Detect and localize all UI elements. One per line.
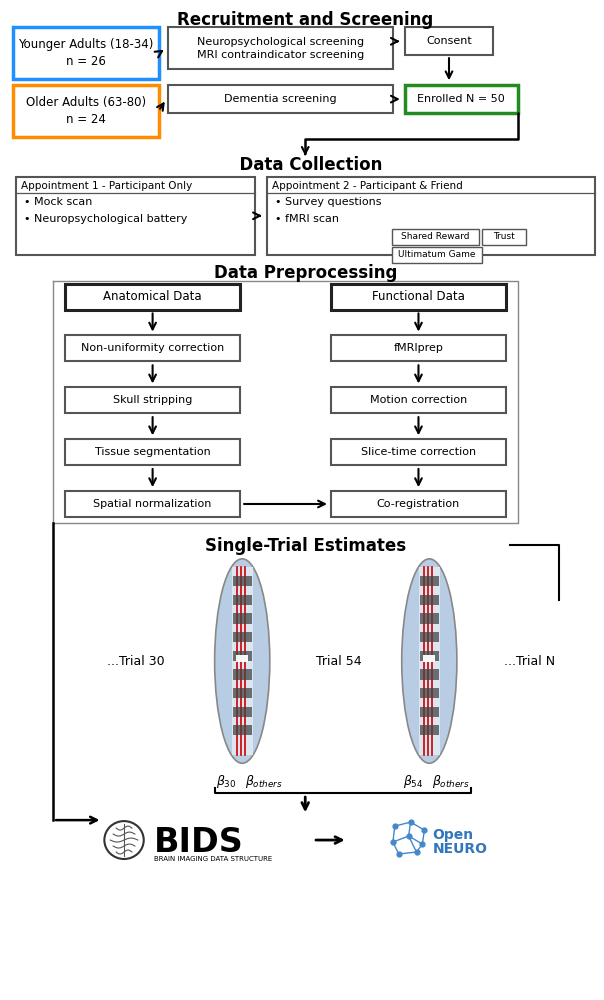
Text: ...Trial 30: ...Trial 30 [107,655,165,668]
Text: $\beta_{others}$: $\beta_{others}$ [245,773,283,790]
Bar [233,632,251,642]
Text: Dementia screening: Dementia screening [224,94,337,104]
Text: Shared Reward: Shared Reward [401,232,469,241]
Text: Neuropsychological screening
MRI contraindicator screening: Neuropsychological screening MRI contrai… [197,37,364,60]
Text: $\beta_{others}$: $\beta_{others}$ [432,773,470,790]
Text: Open: Open [432,828,474,842]
Text: Trial 54: Trial 54 [316,655,362,668]
Text: Data Collection: Data Collection [228,156,382,174]
Text: Consent: Consent [426,36,472,46]
Text: $\beta_{30}$: $\beta_{30}$ [216,773,237,790]
Text: • Mock scan
• Neuropsychological battery: • Mock scan • Neuropsychological battery [24,197,187,224]
Bar [423,655,435,662]
Bar [233,613,251,624]
FancyBboxPatch shape [405,27,493,55]
FancyBboxPatch shape [331,387,506,413]
FancyBboxPatch shape [65,284,240,310]
Text: Enrolled N = 50: Enrolled N = 50 [417,94,505,104]
Bar [420,725,439,735]
Bar [233,651,251,661]
Text: Data Preprocessing: Data Preprocessing [214,264,397,282]
Text: Functional Data: Functional Data [372,290,465,303]
Text: Single-Trial Estimates: Single-Trial Estimates [205,537,406,555]
Bar [420,669,439,680]
FancyBboxPatch shape [65,335,240,361]
FancyBboxPatch shape [331,491,506,517]
FancyBboxPatch shape [267,177,595,255]
Text: BIDS: BIDS [153,826,243,859]
Text: Appointment 2 - Participant & Friend: Appointment 2 - Participant & Friend [272,181,463,191]
Text: Motion correction: Motion correction [370,395,467,405]
FancyBboxPatch shape [13,27,158,79]
FancyBboxPatch shape [65,439,240,465]
FancyBboxPatch shape [16,177,255,255]
Text: Younger Adults (18-34)
n = 26: Younger Adults (18-34) n = 26 [18,38,153,68]
Text: Anatomical Data: Anatomical Data [103,290,202,303]
Bar [420,576,439,586]
Bar [233,669,251,680]
Text: Co-registration: Co-registration [377,499,460,509]
Text: BRAIN IMAGING DATA STRUCTURE: BRAIN IMAGING DATA STRUCTURE [153,856,272,862]
Bar [420,595,439,605]
Bar [233,688,251,698]
Text: Ultimatum Game: Ultimatum Game [399,250,476,259]
FancyBboxPatch shape [483,229,526,245]
FancyBboxPatch shape [331,439,506,465]
FancyBboxPatch shape [13,85,158,137]
Text: Slice-time correction: Slice-time correction [361,447,476,457]
FancyBboxPatch shape [65,491,240,517]
Bar [420,651,439,661]
Text: Spatial normalization: Spatial normalization [94,499,212,509]
Bar [420,632,439,642]
Bar [420,688,439,698]
FancyBboxPatch shape [169,27,393,69]
FancyBboxPatch shape [169,85,393,113]
Text: $\beta_{54}$: $\beta_{54}$ [403,773,424,790]
Ellipse shape [402,559,457,763]
Bar [419,567,440,755]
Text: NEURO: NEURO [432,842,487,856]
Bar [233,725,251,735]
FancyBboxPatch shape [65,387,240,413]
FancyBboxPatch shape [392,247,483,263]
Bar [236,655,248,662]
Text: ...Trial N: ...Trial N [504,655,555,668]
Text: Skull stripping: Skull stripping [113,395,192,405]
Text: Older Adults (63-80)
n = 24: Older Adults (63-80) n = 24 [25,96,146,126]
Text: Appointment 1 - Participant Only: Appointment 1 - Participant Only [21,181,192,191]
Bar [420,707,439,717]
Text: Recruitment and Screening: Recruitment and Screening [177,11,433,29]
Bar [420,613,439,624]
FancyBboxPatch shape [331,335,506,361]
Text: Tissue segmentation: Tissue segmentation [95,447,210,457]
Text: Trust: Trust [493,232,515,241]
FancyBboxPatch shape [331,284,506,310]
Ellipse shape [104,821,144,859]
Text: Non-uniformity correction: Non-uniformity correction [81,343,224,353]
Bar [233,595,251,605]
FancyBboxPatch shape [392,229,478,245]
FancyBboxPatch shape [405,85,518,113]
Text: fMRIprep: fMRIprep [394,343,443,353]
Text: • Survey questions
• fMRI scan: • Survey questions • fMRI scan [275,197,381,224]
Bar [233,707,251,717]
Bar [233,576,251,586]
Ellipse shape [214,559,270,763]
Bar [232,567,252,755]
